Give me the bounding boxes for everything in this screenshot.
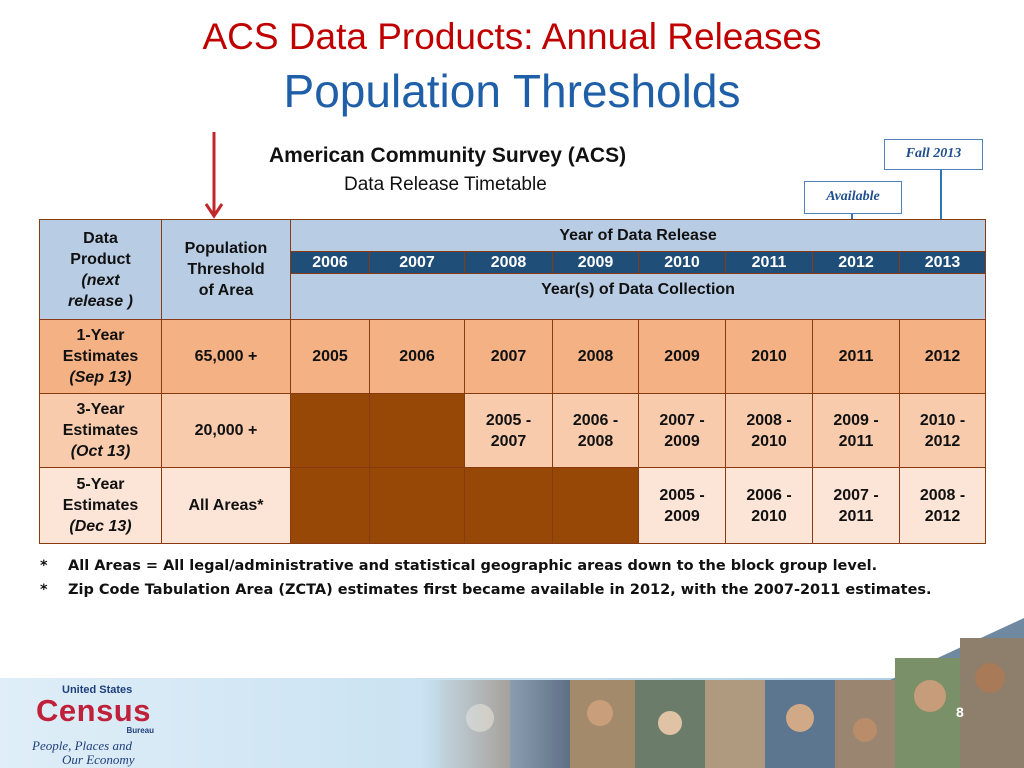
table-cell: 2010 -2012: [898, 393, 987, 468]
unavailable-cell: [290, 393, 370, 468]
logo-census: Census: [36, 693, 151, 728]
red-down-arrow-icon: [204, 132, 224, 219]
available-callout: Available: [804, 181, 902, 214]
footnote-item: * All Areas = All legal/administrative a…: [40, 554, 932, 578]
footnote-item: * Zip Code Tabulation Area (ZCTA) estima…: [40, 578, 932, 602]
logo-bureau: Bureau: [126, 726, 154, 735]
table-cell: 2008: [552, 319, 639, 394]
release-year-2012: 2012: [812, 251, 900, 274]
tagline-line1: People, Places and: [32, 738, 132, 753]
bullet-asterisk: *: [40, 582, 48, 598]
photo-collage-image: [420, 618, 1024, 768]
release-year-2010: 2010: [638, 251, 726, 274]
data-product-header: Data Product (next release ): [39, 219, 162, 320]
unavailable-cell: [369, 393, 465, 468]
table-row: 1-Year Estimates (Sep 13) 65,000 + 2005 …: [39, 319, 987, 394]
table-cell: 2007 -2009: [638, 393, 726, 468]
release-year-2007: 2007: [369, 251, 465, 274]
timetable-subheading: Data Release Timetable: [344, 174, 547, 195]
table-cell: 2005 -2009: [638, 467, 726, 544]
release-year-2006: 2006: [290, 251, 370, 274]
population-threshold-header: Population Threshold of Area: [161, 219, 291, 320]
table-cell: 2007: [464, 319, 553, 394]
footnote-text: All Areas = All legal/administrative and…: [68, 558, 878, 574]
release-timetable: Data Product (next release ) Population …: [39, 219, 987, 544]
release-year-2008: 2008: [464, 251, 553, 274]
release-year-2011: 2011: [725, 251, 813, 274]
unavailable-cell: [464, 467, 553, 544]
threshold-1-year: 65,000 +: [161, 319, 291, 394]
unavailable-cell: [369, 467, 465, 544]
table-cell: 2005: [290, 319, 370, 394]
census-logo: United States Census Bureau: [36, 684, 166, 735]
fall-2013-callout: Fall 2013: [884, 139, 983, 170]
table-cell: 2005 -2007: [464, 393, 553, 468]
product-3-year: 3-Year Estimates (Oct 13): [39, 393, 162, 468]
table-cell: 2012: [898, 319, 987, 394]
footnotes: * All Areas = All legal/administrative a…: [40, 554, 932, 602]
table-cell: 2007 -2011: [812, 467, 900, 544]
table-cell: 2006 -2008: [552, 393, 639, 468]
bullet-asterisk: *: [40, 558, 48, 574]
table-row: 3-Year Estimates (Oct 13) 20,000 + 2005 …: [39, 393, 987, 468]
timetable-heading: American Community Survey (ACS): [269, 144, 627, 167]
table-cell: 2009: [638, 319, 726, 394]
footnote-text: Zip Code Tabulation Area (ZCTA) estimate…: [68, 582, 932, 598]
threshold-5-year: All Areas*: [161, 467, 291, 544]
table-cell: 2006 -2010: [725, 467, 813, 544]
table-cell: 2010: [725, 319, 813, 394]
product-1-year: 1-Year Estimates (Sep 13): [39, 319, 162, 394]
release-year-2009: 2009: [552, 251, 639, 274]
census-tagline: People, Places and Our Economy: [32, 739, 135, 767]
slide-title-line1: ACS Data Products: Annual Releases: [202, 16, 822, 57]
table-cell: 2006: [369, 319, 465, 394]
page-number: 8: [956, 704, 964, 720]
table-row: 5-Year Estimates (Dec 13) All Areas* 200…: [39, 467, 987, 544]
logo-united-states: United States: [62, 684, 133, 696]
collection-year-header: Year(s) of Data Collection: [289, 273, 987, 320]
release-year-2013: 2013: [898, 251, 987, 274]
table-cell: 2011: [812, 319, 900, 394]
table-cell: 2008 -2010: [725, 393, 813, 468]
tagline-line2: Our Economy: [62, 752, 135, 767]
slide-title-line2: Population Thresholds: [283, 65, 741, 117]
unavailable-cell: [290, 467, 370, 544]
threshold-3-year: 20,000 +: [161, 393, 291, 468]
release-year-header: Year of Data Release: [289, 219, 987, 252]
table-cell: 2008 -2012: [898, 467, 987, 544]
unavailable-cell: [552, 467, 639, 544]
product-5-year: 5-Year Estimates (Dec 13): [39, 467, 162, 544]
table-cell: 2009 -2011: [812, 393, 900, 468]
